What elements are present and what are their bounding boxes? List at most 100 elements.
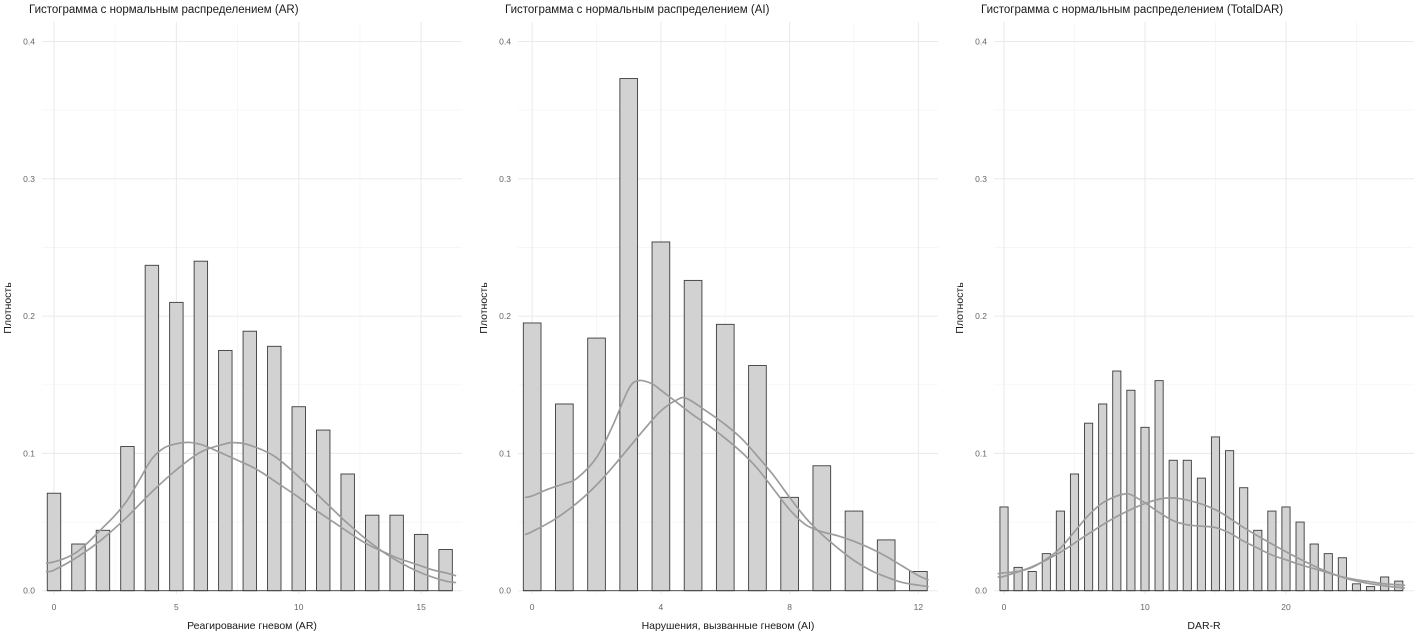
chart-canvas-ai: 0.0 0.1 0.2 0.3 0.4 0 4 8 12 Гистограмма с норм… xyxy=(478,4,938,632)
histogram-bar xyxy=(169,301,184,592)
y-tick-label: 0.0 xyxy=(23,586,35,596)
x-tick-label: 0 xyxy=(530,602,535,612)
x-axis-tick-labels: 0 4 8 12 xyxy=(530,602,924,612)
histogram-bar xyxy=(748,365,767,592)
y-tick-label: 0.1 xyxy=(499,448,511,458)
histogram-bar xyxy=(389,514,404,592)
histogram-bar xyxy=(683,279,703,592)
histogram-bar xyxy=(1394,580,1404,592)
histogram-bars xyxy=(999,370,1404,592)
y-tick-label: 0.0 xyxy=(975,586,987,596)
histogram-bar xyxy=(1267,510,1277,592)
histogram-bar xyxy=(1140,426,1150,592)
chart-title: Гистограмма с нормальным распределением … xyxy=(29,4,299,16)
y-axis-title: Плотность xyxy=(2,282,14,334)
y-tick-label: 0.4 xyxy=(23,37,35,47)
y-tick-label: 0.1 xyxy=(23,448,35,458)
histogram-bar xyxy=(413,533,429,592)
histogram-bar xyxy=(619,78,639,592)
y-tick-label: 0.2 xyxy=(23,311,35,321)
y-axis-title: Плотность xyxy=(954,282,966,334)
y-axis-tick-labels: 0.0 0.1 0.2 0.3 0.4 xyxy=(499,37,511,596)
y-tick-label: 0.4 xyxy=(499,37,511,47)
x-tick-label: 12 xyxy=(914,602,924,612)
histogram-bar xyxy=(267,345,282,592)
kde-density-curve xyxy=(524,379,929,581)
y-tick-label: 0.3 xyxy=(975,174,987,184)
histogram-bar xyxy=(1295,521,1305,592)
histogram-bar xyxy=(46,492,62,592)
chart-canvas-ar: 0.0 0.1 0.2 0.3 0.4 0 5 10 15 Гистограмма с нор… xyxy=(2,4,462,632)
chart-title: Гистограмма с нормальным распределением … xyxy=(505,4,770,16)
histogram-bar xyxy=(1154,380,1164,592)
x-tick-label: 10 xyxy=(294,602,304,612)
histogram-bar xyxy=(316,429,331,592)
y-tick-label: 0.4 xyxy=(975,37,987,47)
x-axis-tick-labels: 0 5 10 15 xyxy=(52,602,426,612)
histogram-bar xyxy=(1098,403,1108,592)
histogram-ai: 0.0 0.1 0.2 0.3 0.4 0 4 8 12 Гистограмма с норм… xyxy=(476,0,952,644)
histogram-bar xyxy=(291,406,306,592)
histogram-bar xyxy=(193,260,209,592)
histogram-bar xyxy=(555,403,574,592)
histogram-ar: 0.0 0.1 0.2 0.3 0.4 0 5 10 15 Гистограмма с нор… xyxy=(0,0,476,644)
histogram-bar xyxy=(876,539,896,592)
density-curves xyxy=(524,379,929,588)
x-tick-label: 0 xyxy=(52,602,57,612)
x-tick-label: 5 xyxy=(174,602,179,612)
histogram-bar xyxy=(844,510,864,592)
histogram-totaldar: 0.0 0.1 0.2 0.3 0.4 0 10 20 Гистограмма с норм… xyxy=(952,0,1428,644)
kde-density-curve xyxy=(45,441,457,577)
x-axis-tick-labels: 0 10 20 xyxy=(1002,602,1291,612)
histogram-bar xyxy=(522,322,542,592)
x-tick-label: 4 xyxy=(659,602,664,612)
y-tick-label: 0.2 xyxy=(975,311,987,321)
histogram-bar xyxy=(364,514,380,592)
histogram-bars xyxy=(46,260,453,592)
histogram-bar xyxy=(1281,506,1291,592)
y-tick-label: 0.3 xyxy=(23,174,35,184)
histogram-bar xyxy=(242,330,257,592)
histogram-bar xyxy=(1196,477,1206,592)
density-curves xyxy=(997,492,1406,589)
density-curves xyxy=(45,441,457,584)
y-tick-label: 0.0 xyxy=(499,586,511,596)
y-tick-label: 0.1 xyxy=(975,448,987,458)
histogram-bar xyxy=(1126,389,1136,592)
x-tick-label: 10 xyxy=(1140,602,1150,612)
x-tick-label: 15 xyxy=(416,602,426,612)
histogram-bar xyxy=(1351,583,1362,592)
histogram-bar xyxy=(1168,459,1178,592)
histogram-bar xyxy=(780,496,799,592)
normal-fit-curve xyxy=(45,441,457,584)
chart-canvas-totaldar: 0.0 0.1 0.2 0.3 0.4 0 10 20 Гистограмма с норм… xyxy=(954,4,1414,632)
x-axis-title: Нарушения, вызванные гневом (AI) xyxy=(642,620,815,632)
histogram-bar xyxy=(144,264,160,592)
histogram-bars xyxy=(522,78,928,592)
histogram-bar xyxy=(1366,586,1376,592)
x-tick-label: 0 xyxy=(1002,602,1007,612)
histogram-bar xyxy=(1112,370,1122,592)
y-axis-tick-labels: 0.0 0.1 0.2 0.3 0.4 xyxy=(975,37,987,596)
x-tick-label: 8 xyxy=(787,602,792,612)
y-tick-label: 0.3 xyxy=(499,174,511,184)
y-tick-label: 0.2 xyxy=(499,311,511,321)
x-axis-title: Реагирование гневом (AR) xyxy=(187,620,317,632)
histogram-bar xyxy=(438,549,453,592)
histogram-bar xyxy=(715,323,735,592)
histogram-bar xyxy=(1210,436,1221,592)
histogram-bar xyxy=(120,446,135,592)
histogram-bar xyxy=(1027,571,1037,592)
y-axis-title: Плотность xyxy=(478,282,490,334)
normal-fit-curve xyxy=(997,496,1406,589)
x-tick-label: 20 xyxy=(1281,602,1291,612)
chart-title: Гистограмма с нормальным распределением … xyxy=(981,4,1283,16)
x-axis-title: DAR-R xyxy=(1187,620,1221,632)
histogram-bar xyxy=(999,506,1009,592)
histogram-bar xyxy=(1253,529,1263,592)
histogram-bar xyxy=(909,571,928,592)
histogram-bar xyxy=(1084,422,1094,592)
normal-fit-curve xyxy=(524,396,929,588)
y-axis-tick-labels: 0.0 0.1 0.2 0.3 0.4 xyxy=(23,37,35,596)
